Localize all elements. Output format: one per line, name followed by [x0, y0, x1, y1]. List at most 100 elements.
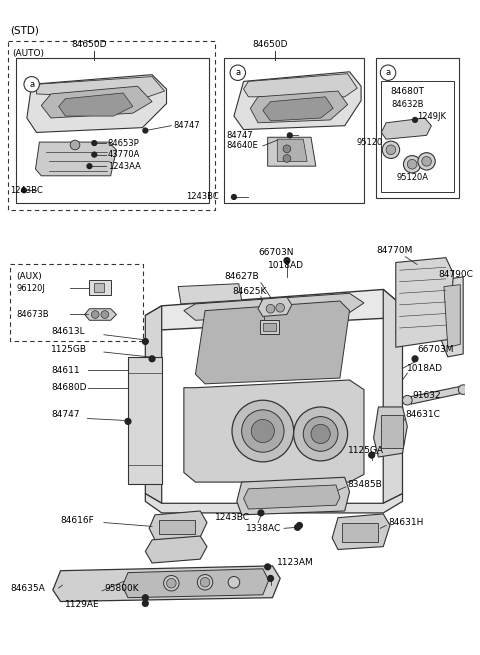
- Text: 1243AA: 1243AA: [108, 162, 141, 171]
- Circle shape: [266, 305, 275, 313]
- Circle shape: [101, 310, 109, 318]
- Polygon shape: [408, 386, 465, 404]
- Text: 84627B: 84627B: [224, 272, 259, 282]
- Polygon shape: [373, 407, 408, 457]
- Polygon shape: [234, 72, 361, 130]
- Bar: [94, 283, 104, 292]
- Circle shape: [268, 576, 274, 581]
- Bar: [263, 323, 276, 331]
- Polygon shape: [258, 297, 292, 316]
- Polygon shape: [122, 569, 269, 597]
- Text: a: a: [235, 68, 240, 77]
- Polygon shape: [59, 93, 133, 116]
- Circle shape: [386, 145, 396, 155]
- Text: 84611: 84611: [51, 366, 80, 375]
- Bar: [159, 519, 195, 534]
- Text: 1338AC: 1338AC: [245, 524, 281, 533]
- Polygon shape: [128, 357, 162, 484]
- Polygon shape: [195, 301, 349, 384]
- Circle shape: [167, 578, 176, 588]
- Circle shape: [228, 576, 240, 588]
- Circle shape: [164, 576, 179, 591]
- Circle shape: [295, 525, 300, 531]
- Circle shape: [251, 419, 275, 443]
- Text: 95120A: 95120A: [396, 173, 428, 182]
- Polygon shape: [263, 97, 333, 121]
- Circle shape: [283, 155, 291, 162]
- Polygon shape: [381, 118, 432, 140]
- Bar: [11, 265, 144, 341]
- Circle shape: [403, 396, 412, 405]
- Text: 83485B: 83485B: [348, 479, 383, 489]
- Polygon shape: [237, 477, 349, 515]
- Text: 1125GA: 1125GA: [348, 446, 384, 455]
- Polygon shape: [184, 380, 364, 482]
- Text: 1129AE: 1129AE: [65, 600, 100, 609]
- Polygon shape: [243, 485, 340, 509]
- Polygon shape: [184, 293, 364, 320]
- Text: 84770M: 84770M: [376, 246, 413, 255]
- Text: (AUX): (AUX): [16, 272, 42, 281]
- Text: 91632: 91632: [412, 391, 441, 400]
- Circle shape: [276, 303, 285, 312]
- Text: 96120J: 96120J: [16, 284, 45, 293]
- Text: 43770A: 43770A: [108, 150, 140, 159]
- Circle shape: [258, 510, 264, 515]
- Text: 95800K: 95800K: [104, 584, 139, 593]
- Bar: [89, 280, 111, 295]
- Polygon shape: [441, 277, 463, 357]
- Text: 1243BC: 1243BC: [186, 193, 218, 202]
- Circle shape: [241, 410, 284, 452]
- Bar: [381, 415, 403, 449]
- Text: 1243BC: 1243BC: [215, 514, 250, 522]
- Circle shape: [380, 65, 396, 81]
- Circle shape: [230, 65, 245, 81]
- Circle shape: [22, 188, 26, 193]
- Polygon shape: [145, 536, 207, 563]
- Polygon shape: [41, 86, 152, 118]
- Polygon shape: [27, 75, 167, 132]
- Text: 1123AM: 1123AM: [277, 559, 314, 567]
- Circle shape: [418, 153, 435, 170]
- Circle shape: [382, 141, 400, 159]
- Text: 1249JK: 1249JK: [417, 111, 446, 121]
- Circle shape: [231, 195, 236, 199]
- Circle shape: [265, 564, 271, 570]
- Bar: [16, 58, 209, 203]
- Bar: [8, 41, 215, 210]
- Text: 84613L: 84613L: [51, 328, 84, 336]
- Circle shape: [303, 417, 338, 451]
- Bar: [260, 320, 279, 334]
- Polygon shape: [178, 284, 241, 304]
- Polygon shape: [243, 74, 357, 97]
- Text: a: a: [29, 80, 34, 89]
- Text: 84625K: 84625K: [232, 287, 266, 296]
- Circle shape: [369, 452, 374, 458]
- Polygon shape: [250, 91, 348, 123]
- Bar: [381, 81, 454, 192]
- Text: 66703M: 66703M: [417, 345, 454, 354]
- Text: 84650D: 84650D: [72, 41, 107, 49]
- Text: 84747: 84747: [226, 131, 253, 140]
- Circle shape: [200, 578, 210, 587]
- Text: 84650D: 84650D: [253, 41, 288, 49]
- Circle shape: [288, 133, 292, 138]
- Text: a: a: [385, 68, 391, 77]
- Text: 84635A: 84635A: [11, 584, 45, 593]
- Circle shape: [284, 257, 290, 263]
- Circle shape: [404, 156, 421, 173]
- Circle shape: [408, 159, 417, 169]
- Text: 84632B: 84632B: [391, 100, 423, 109]
- Circle shape: [458, 384, 468, 394]
- Text: 84747: 84747: [51, 410, 79, 419]
- Text: 95120: 95120: [357, 138, 383, 147]
- Circle shape: [87, 164, 92, 168]
- Circle shape: [143, 601, 148, 607]
- Circle shape: [149, 356, 155, 362]
- Circle shape: [283, 145, 291, 153]
- Circle shape: [297, 523, 302, 529]
- Polygon shape: [444, 285, 460, 347]
- Circle shape: [125, 419, 131, 424]
- Circle shape: [143, 339, 148, 345]
- Circle shape: [143, 595, 148, 601]
